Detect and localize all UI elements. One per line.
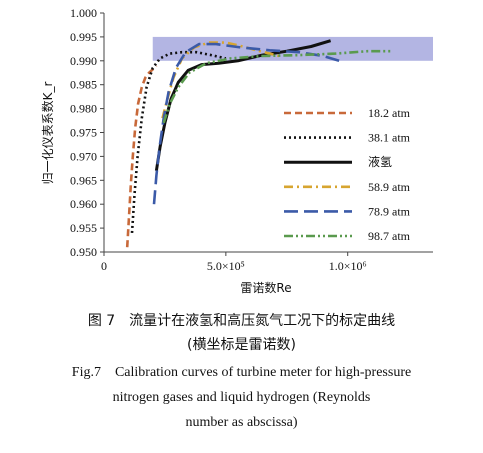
legend: 18.2 atm 38.1 atm 液氢 58.9 atm 78.9 atm 98.7 a…	[284, 106, 411, 243]
y-tick-label: 0.960	[70, 197, 97, 211]
axis-ticks: 0.950 0.955 0.960 0.965 0.970 0.975 0.980 0.985…	[70, 6, 367, 273]
caption-en-line1: Fig.7 Calibration curves of turbine mete…	[71, 365, 412, 380]
y-axis-title: 归一化仪表系数K_r	[40, 82, 55, 185]
caption-en-line2: nitrogen gases and liquid hydrogen (Reyn…	[112, 390, 371, 405]
x-tick-label: 0	[101, 259, 107, 273]
y-tick-label: 0.980	[70, 102, 97, 116]
y-tick-label: 0.965	[70, 173, 97, 187]
caption-en-line3: number as abscissa)	[185, 415, 298, 430]
y-tick-label: 0.995	[70, 30, 97, 44]
series-line-5	[152, 42, 344, 205]
y-tick-label: 0.985	[70, 78, 97, 92]
legend-label-2: 38.1 atm	[368, 131, 411, 145]
legend-label-1: 18.2 atm	[368, 106, 411, 120]
y-tick-label: 0.990	[70, 54, 97, 68]
series-line-6	[162, 49, 392, 124]
calibration-chart: 0.950 0.955 0.960 0.965 0.970 0.975 0.980 0.985…	[40, 6, 434, 295]
series-line-1	[125, 64, 158, 248]
x-tick-label: 1.0×10⁶	[329, 259, 367, 273]
legend-label-4: 58.9 atm	[368, 180, 411, 194]
caption-zh-line1: 图 7 流量计在液氢和高压氮气工况下的标定曲线	[87, 313, 396, 329]
y-tick-label: 0.955	[70, 221, 97, 235]
x-tick-label: 5.0×10⁵	[207, 259, 245, 273]
series-line-2	[130, 50, 227, 233]
y-tick-label: 0.975	[70, 126, 97, 140]
series-group	[125, 39, 392, 248]
legend-label-5: 78.9 atm	[368, 204, 411, 218]
legend-label-6: 98.7 atm	[368, 229, 411, 243]
x-axis-title: 雷诺数Re	[240, 280, 291, 295]
y-tick-label: 1.000	[70, 6, 97, 20]
y-tick-label: 0.950	[70, 245, 97, 259]
legend-label-3: 液氢	[368, 154, 392, 169]
caption-zh-line2: (横坐标是雷诺数)	[187, 337, 296, 353]
y-tick-label: 0.970	[70, 149, 97, 163]
